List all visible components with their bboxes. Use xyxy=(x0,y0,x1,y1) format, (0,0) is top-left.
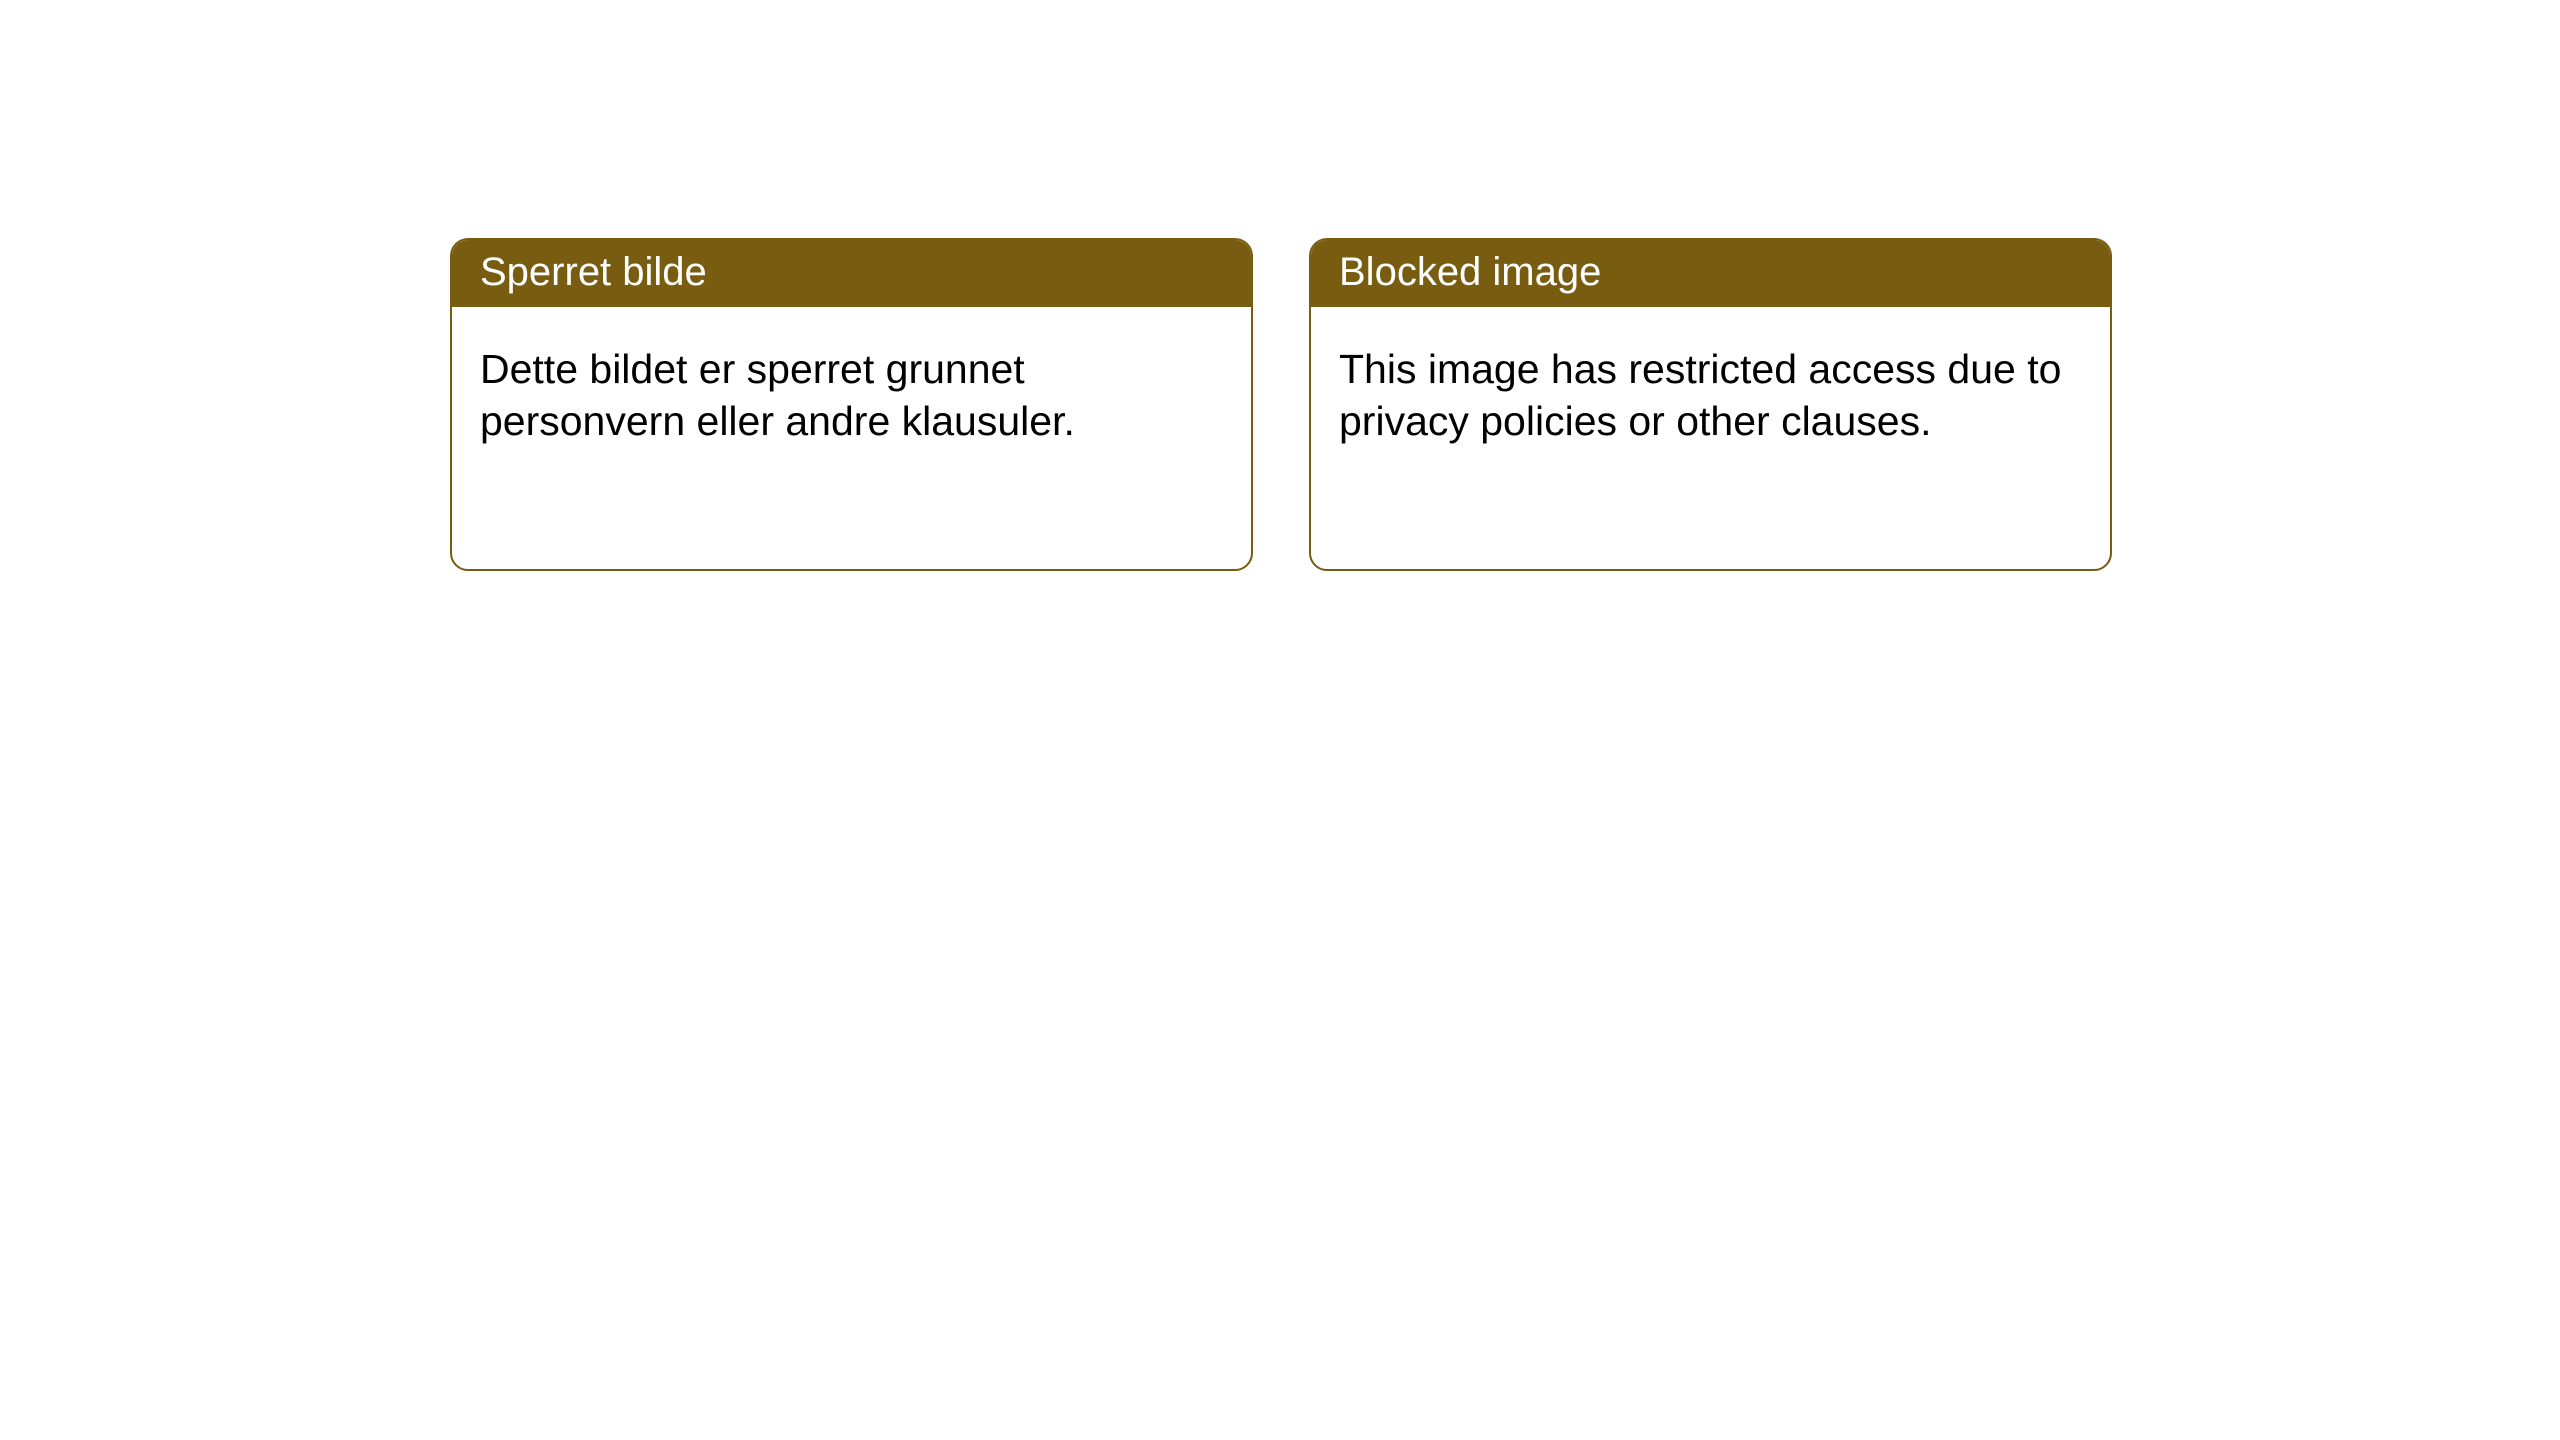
card-header: Blocked image xyxy=(1311,240,2110,307)
card-title: Sperret bilde xyxy=(480,250,707,294)
notice-card-norwegian: Sperret bilde Dette bildet er sperret gr… xyxy=(450,238,1253,571)
card-header: Sperret bilde xyxy=(452,240,1251,307)
card-body: This image has restricted access due to … xyxy=(1311,307,2110,484)
notice-container: Sperret bilde Dette bildet er sperret gr… xyxy=(0,0,2560,571)
card-body-text: This image has restricted access due to … xyxy=(1339,346,2061,444)
notice-card-english: Blocked image This image has restricted … xyxy=(1309,238,2112,571)
card-title: Blocked image xyxy=(1339,250,1601,294)
card-body: Dette bildet er sperret grunnet personve… xyxy=(452,307,1251,484)
card-body-text: Dette bildet er sperret grunnet personve… xyxy=(480,346,1075,444)
